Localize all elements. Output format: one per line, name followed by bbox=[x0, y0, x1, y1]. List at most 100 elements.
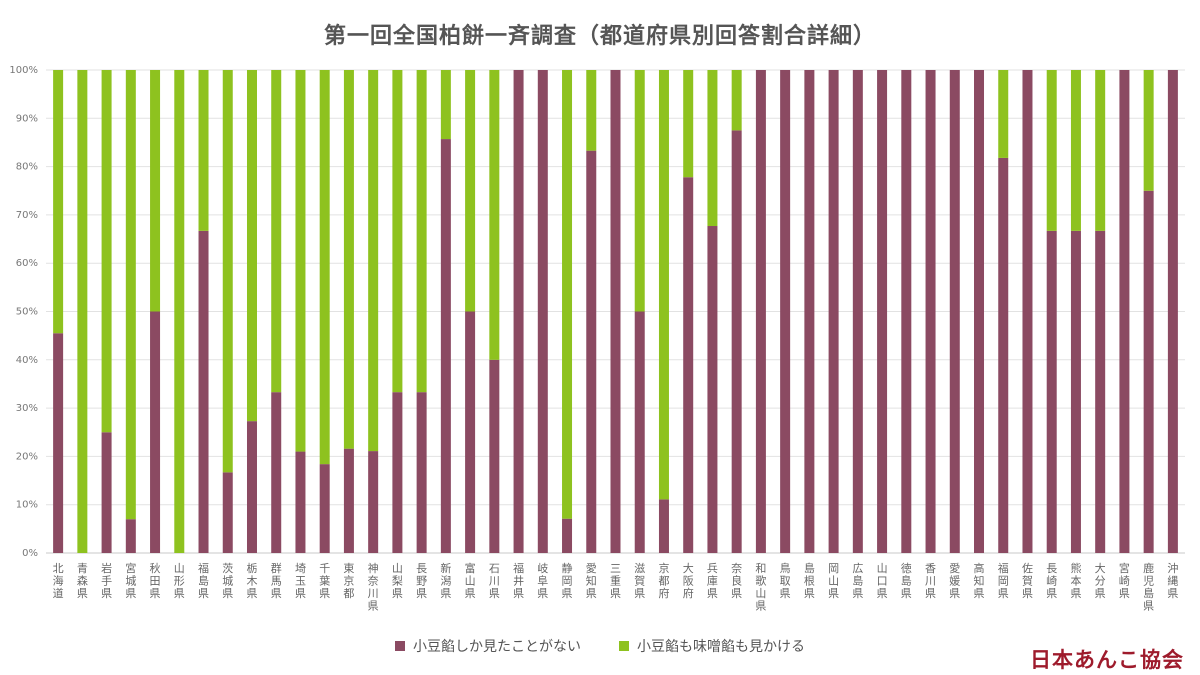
x-tick-label: 香川県 bbox=[925, 562, 936, 600]
bar-segment-azuki-and-miso bbox=[319, 70, 330, 465]
x-axis-ticks: 北海道 青森県 岩手県 宮城県 秋田県 山形県 福島県 茨城県 栃木県 群馬県 埼玉県 千葉県 東京都 神… bbox=[53, 561, 1179, 613]
x-tick-label: 福井県 bbox=[513, 561, 524, 600]
bar-segment-azuki-and-miso bbox=[174, 70, 185, 553]
bar-segment-azuki-only bbox=[1119, 70, 1130, 553]
x-tick-label: 山梨県 bbox=[392, 562, 403, 600]
x-tick-label: 三重県 bbox=[610, 562, 621, 600]
x-tick-label: 長野県 bbox=[416, 562, 427, 600]
y-tick-label: 30% bbox=[16, 403, 38, 414]
bar-segment-azuki-only bbox=[925, 70, 936, 553]
bar-segment-azuki-only bbox=[586, 150, 597, 553]
y-tick-label: 90% bbox=[16, 113, 38, 124]
x-tick-label: 栃木県 bbox=[246, 561, 257, 600]
y-axis-ticks: 0% 10% 20% 30% 40% 50% 60% 70% 80% 90% 100% bbox=[9, 65, 38, 559]
bar-segment-azuki-only bbox=[489, 359, 500, 553]
bar-segment-azuki-and-miso bbox=[295, 70, 306, 452]
x-tick-label: 愛媛県 bbox=[949, 562, 960, 600]
bar-segment-azuki-only bbox=[343, 448, 354, 553]
bar-segment-azuki-only bbox=[416, 392, 427, 553]
bar-segment-azuki-and-miso bbox=[368, 70, 379, 452]
bar-segment-azuki-only bbox=[610, 70, 621, 553]
bar-segment-azuki-and-miso bbox=[586, 70, 597, 151]
x-tick-label: 宮崎県 bbox=[1119, 561, 1130, 600]
bar-segment-azuki-and-miso bbox=[77, 70, 88, 553]
bar-segment-azuki-only bbox=[295, 451, 306, 553]
bar-segment-azuki-only bbox=[513, 70, 524, 553]
bar-segment-azuki-only bbox=[707, 226, 718, 553]
bar-segment-azuki-only bbox=[731, 130, 742, 553]
bar-segment-azuki-and-miso bbox=[222, 70, 233, 473]
bar-segment-azuki-and-miso bbox=[489, 70, 500, 360]
y-tick-label: 60% bbox=[16, 258, 38, 269]
x-tick-label: 鹿児島県 bbox=[1143, 561, 1154, 613]
bar-segment-azuki-and-miso bbox=[246, 70, 257, 422]
bar-segment-azuki-only bbox=[1022, 70, 1033, 553]
bar-segment-azuki-only bbox=[998, 157, 1009, 553]
bar-segment-azuki-and-miso bbox=[562, 70, 573, 519]
bar-segment-azuki-only bbox=[658, 499, 669, 553]
bar-segment-azuki-only bbox=[125, 519, 136, 553]
bar-segment-azuki-and-miso bbox=[101, 70, 112, 433]
bar-segment-azuki-only bbox=[392, 392, 403, 553]
x-tick-label: 北海道 bbox=[53, 562, 64, 600]
bar-segment-azuki-only bbox=[755, 70, 766, 553]
bar-segment-azuki-only bbox=[562, 518, 573, 553]
bar-segment-azuki-and-miso bbox=[998, 70, 1009, 158]
bar-segment-azuki-only bbox=[368, 451, 379, 553]
bar-segment-azuki-only bbox=[319, 464, 330, 553]
bar-segment-azuki-only bbox=[683, 177, 694, 553]
bar-segment-azuki-only bbox=[780, 70, 791, 553]
x-tick-label: 大分県 bbox=[1095, 561, 1106, 600]
bar-segment-azuki-and-miso bbox=[658, 70, 669, 500]
x-tick-label: 愛知県 bbox=[586, 562, 597, 600]
bar-segment-azuki-only bbox=[1046, 230, 1057, 554]
bar-segment-azuki-only bbox=[246, 421, 257, 553]
bar-segment-azuki-only bbox=[440, 139, 451, 553]
x-tick-label: 奈良県 bbox=[731, 561, 742, 600]
x-tick-label: 長崎県 bbox=[1046, 562, 1057, 600]
bar-segment-azuki-only bbox=[1143, 190, 1154, 553]
x-tick-label: 山形県 bbox=[174, 562, 185, 600]
y-tick-label: 70% bbox=[16, 210, 38, 221]
x-tick-label: 千葉県 bbox=[319, 562, 330, 600]
bar-segment-azuki-and-miso bbox=[343, 70, 354, 449]
legend-swatch-azuki-and-miso bbox=[619, 641, 629, 651]
bar-segment-azuki-and-miso bbox=[1143, 70, 1154, 191]
x-tick-label: 高知県 bbox=[974, 561, 985, 600]
x-tick-label: 東京都 bbox=[343, 562, 354, 600]
bar-segment-azuki-and-miso bbox=[53, 70, 64, 334]
bar-segment-azuki-and-miso bbox=[271, 70, 282, 393]
x-tick-label: 茨城県 bbox=[222, 561, 233, 600]
bar-segment-azuki-and-miso bbox=[198, 70, 209, 231]
bar-segment-azuki-and-miso bbox=[1046, 70, 1057, 231]
chart-title: 第一回全国柏餅一斉調査（都道府県別回答割合詳細） bbox=[323, 24, 876, 49]
bar-segment-azuki-only bbox=[101, 432, 112, 553]
bar-segment-azuki-and-miso bbox=[392, 70, 403, 393]
bar-segment-azuki-and-miso bbox=[1070, 70, 1081, 231]
x-tick-label: 宮城県 bbox=[125, 561, 136, 600]
bar-segment-azuki-only bbox=[949, 70, 960, 553]
bar-segment-azuki-only bbox=[53, 333, 64, 553]
legend-item-azuki-and-miso: 小豆餡も味噌餡も見かける bbox=[619, 636, 805, 656]
x-tick-label: 佐賀県 bbox=[1022, 561, 1033, 600]
y-tick-label: 0% bbox=[22, 548, 38, 559]
brand-logo-text: 日本あんこ協会 bbox=[1030, 648, 1184, 672]
x-tick-label: 山口県 bbox=[877, 562, 888, 600]
y-tick-label: 80% bbox=[16, 162, 38, 173]
x-tick-label: 岡山県 bbox=[828, 562, 839, 600]
bar-segment-azuki-only bbox=[1095, 230, 1106, 554]
x-tick-label: 岐阜県 bbox=[537, 562, 548, 600]
y-tick-label: 50% bbox=[16, 307, 38, 318]
bar-segment-azuki-and-miso bbox=[440, 70, 451, 140]
bar-segment-azuki-only bbox=[828, 70, 839, 553]
x-tick-label: 秋田県 bbox=[150, 561, 161, 600]
x-tick-label: 島根県 bbox=[804, 561, 815, 600]
bar-segment-azuki-only bbox=[465, 311, 476, 553]
bar-segment-azuki-and-miso bbox=[125, 70, 136, 520]
bar-segment-azuki-and-miso bbox=[416, 70, 427, 393]
legend-swatch-azuki-only bbox=[395, 641, 405, 651]
x-tick-label: 埼玉県 bbox=[295, 561, 306, 600]
y-tick-label: 40% bbox=[16, 355, 38, 366]
bar-segment-azuki-and-miso bbox=[1095, 70, 1106, 231]
